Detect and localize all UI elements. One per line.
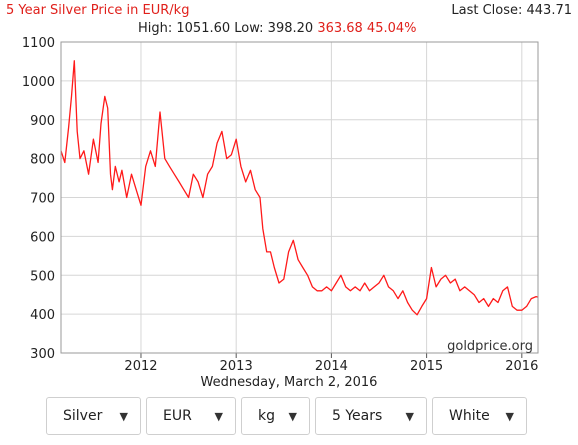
plot-border <box>60 41 539 354</box>
chevron-down-icon: ▼ <box>119 409 128 423</box>
y-tick-label: 700 <box>30 192 55 207</box>
x-tick-label: 2012 <box>124 359 157 374</box>
theme-select[interactable]: White ▼ <box>432 397 527 435</box>
x-tick-label: 2015 <box>410 359 443 374</box>
grid <box>61 41 538 354</box>
chevron-down-icon: ▼ <box>214 409 223 423</box>
x-tick-label: 2013 <box>220 359 253 374</box>
date-label: Wednesday, March 2, 2016 <box>200 375 378 390</box>
y-tick-label: 400 <box>30 308 55 323</box>
y-tick-label: 800 <box>30 153 55 168</box>
unit-select-value: kg <box>258 408 275 424</box>
metal-select[interactable]: Silver ▼ <box>46 397 141 435</box>
y-tick-label: 600 <box>30 230 55 245</box>
y-tick-label: 500 <box>30 269 55 284</box>
unit-select[interactable]: kg ▼ <box>241 397 310 435</box>
y-tick-label: 1100 <box>22 36 55 51</box>
currency-select-value: EUR <box>163 408 192 424</box>
y-tick-label: 300 <box>30 347 55 362</box>
silver-price-line <box>60 60 539 316</box>
metal-select-value: Silver <box>63 408 103 424</box>
last-close: Last Close: 443.71 <box>451 3 572 18</box>
y-tick-label: 1000 <box>22 75 55 90</box>
y-tick-label: 900 <box>30 114 55 129</box>
watermark: goldprice.org <box>447 339 533 354</box>
period-select[interactable]: 5 Years ▼ <box>315 397 427 435</box>
stats-line: High: 1051.60 Low: 398.20 363.68 45.04% <box>138 21 417 36</box>
high-low-stats: High: 1051.60 Low: 398.20 <box>138 21 314 36</box>
chart-title: 5 Year Silver Price in EUR/kg <box>6 3 190 18</box>
series-layer <box>60 60 539 316</box>
chevron-down-icon: ▼ <box>288 409 297 423</box>
chevron-down-icon: ▼ <box>405 409 414 423</box>
currency-select[interactable]: EUR ▼ <box>146 397 236 435</box>
price-chart: 300 400 500 600 700 800 900 1000 1100 2012 2013 201… <box>22 36 539 374</box>
control-bar: Silver ▼ EUR ▼ kg ▼ 5 Years ▼ White ▼ <box>46 397 532 435</box>
change-stats: 363.68 45.04% <box>317 21 417 36</box>
chevron-down-icon: ▼ <box>505 409 514 423</box>
x-tick-label: 2016 <box>505 359 538 374</box>
period-select-value: 5 Years <box>332 408 383 424</box>
x-tick-label: 2014 <box>315 359 348 374</box>
theme-select-value: White <box>449 408 490 424</box>
axes: 300 400 500 600 700 800 900 1000 1100 2012 2013 201… <box>22 36 539 374</box>
